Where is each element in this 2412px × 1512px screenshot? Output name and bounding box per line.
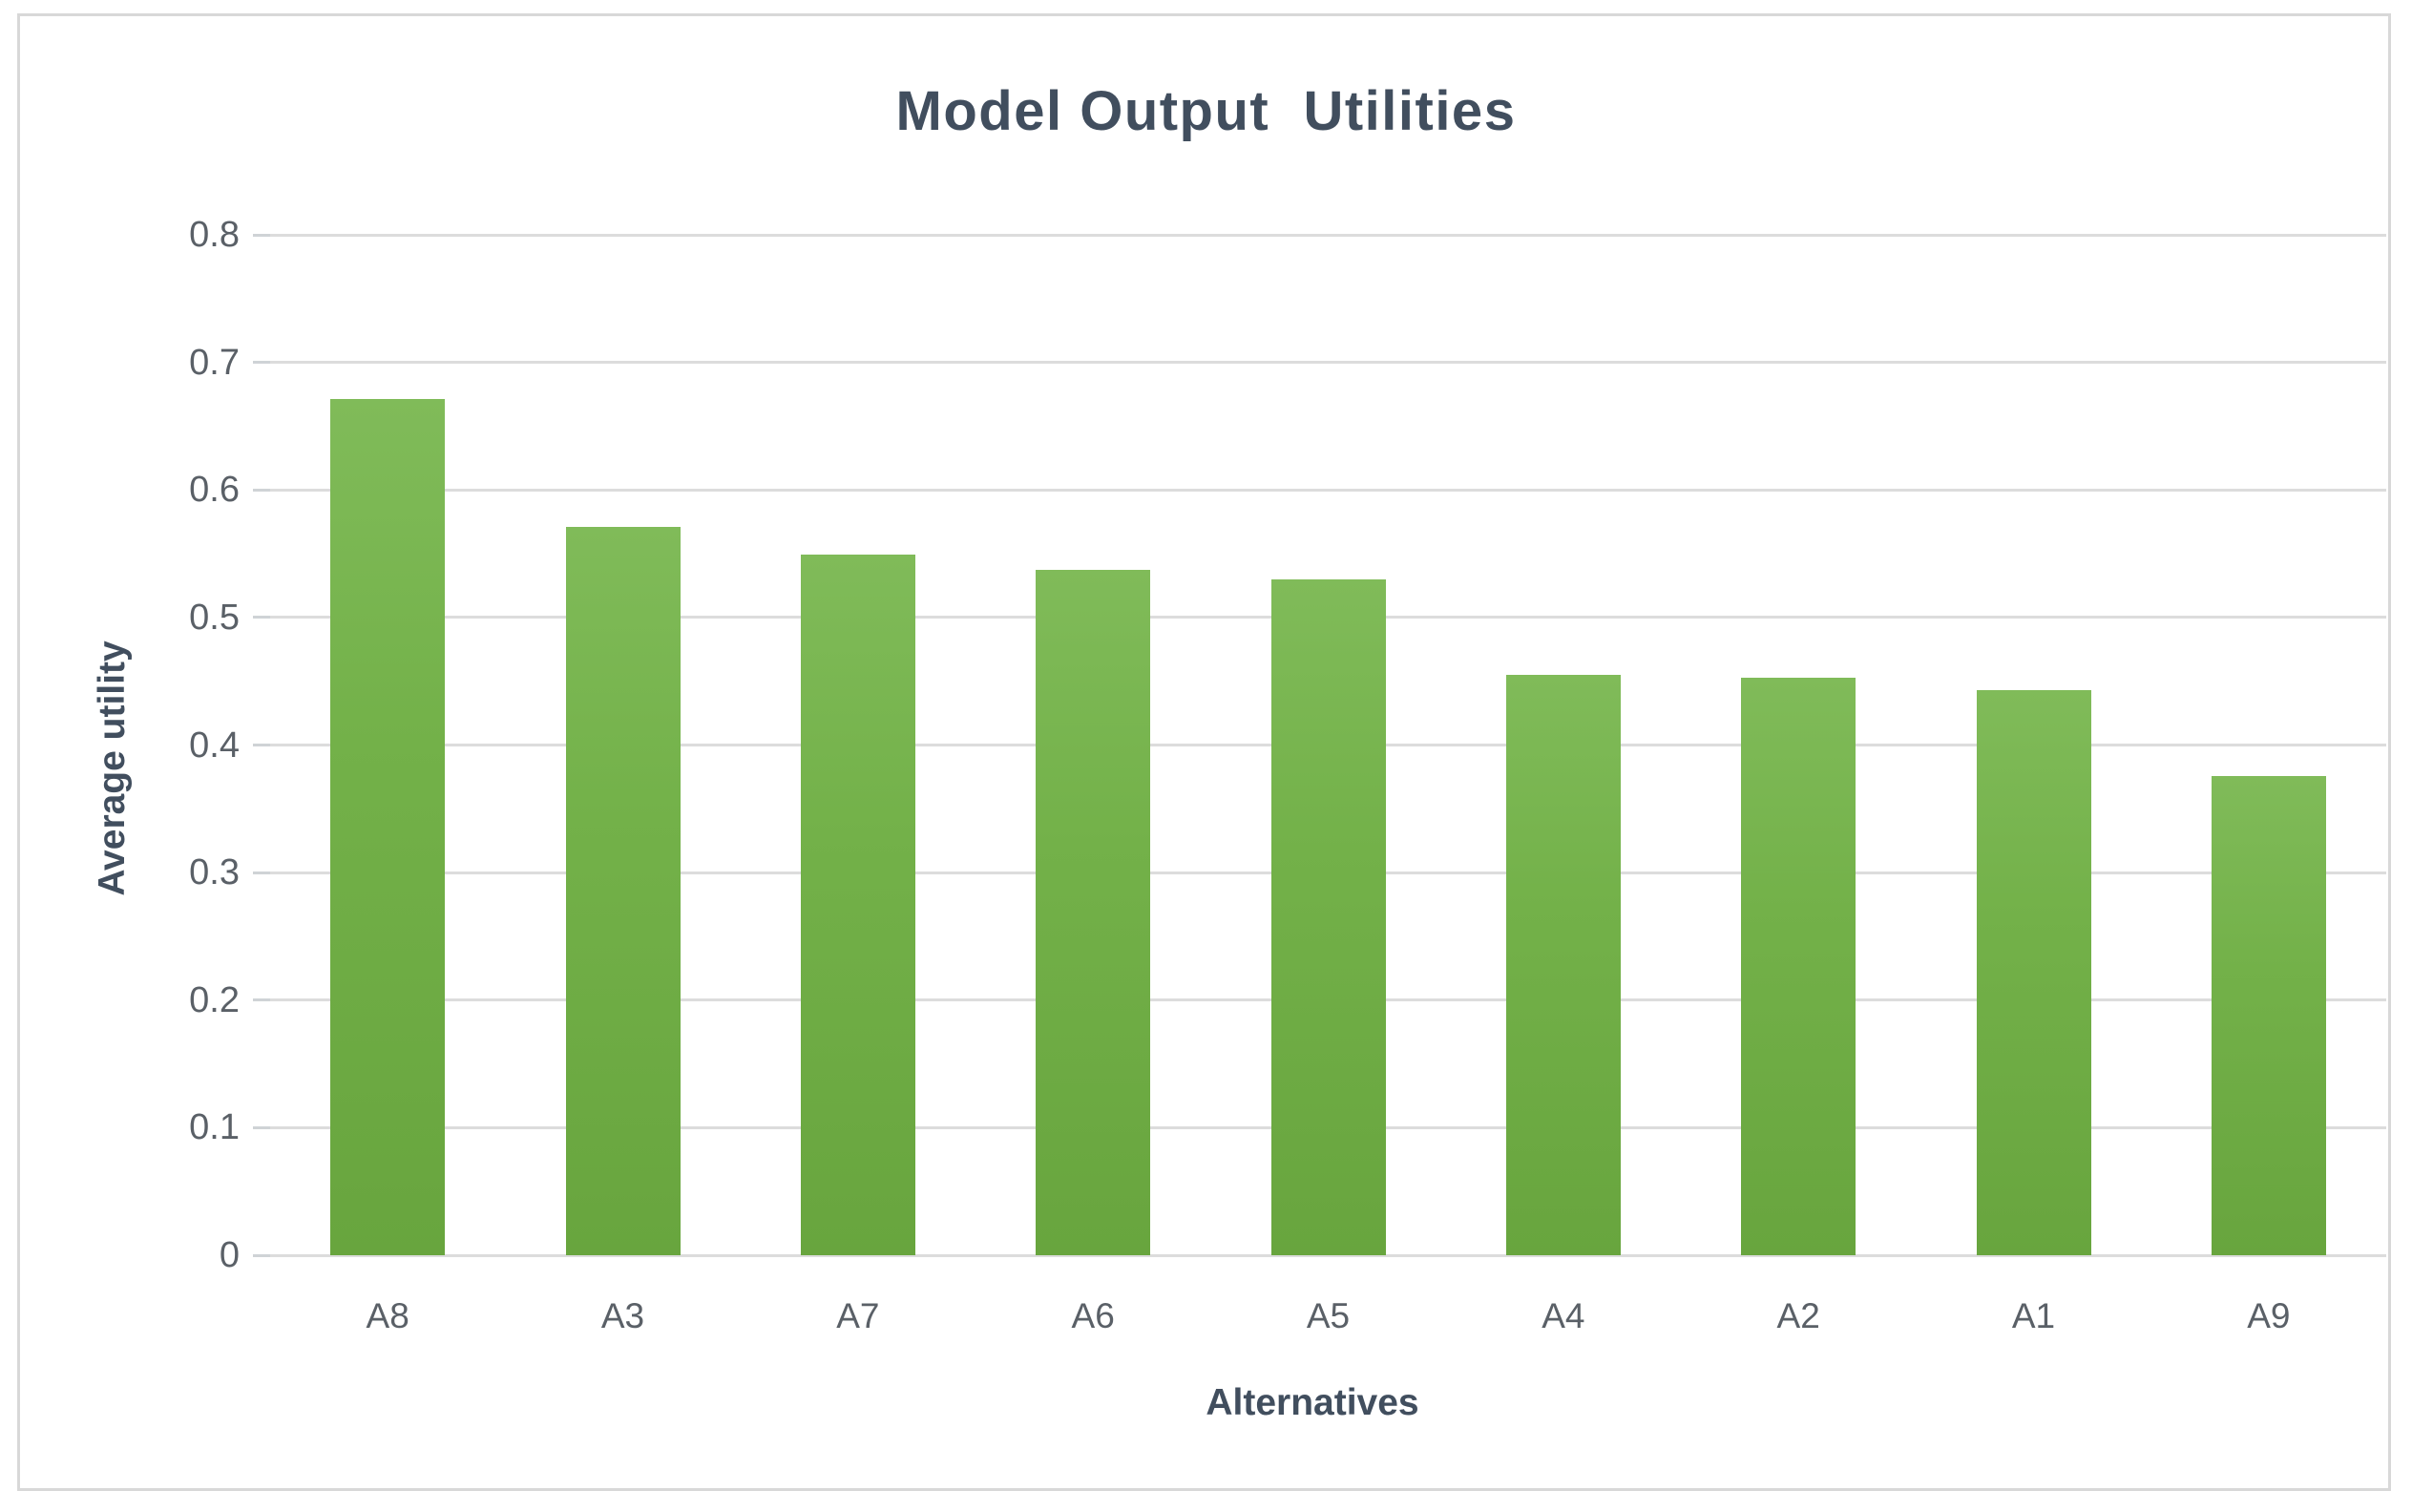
x-category-label: A4 xyxy=(1542,1296,1585,1335)
x-category-label: A3 xyxy=(600,1296,645,1335)
gridline xyxy=(270,233,2386,237)
x-category-label: A1 xyxy=(2011,1296,2056,1335)
bar xyxy=(1505,675,1621,1255)
bar xyxy=(1976,690,2091,1255)
bar xyxy=(565,527,681,1255)
plot-area: 0 0.1 0.2 0.3 0.4 0.5 0.6 0.7 0.8 A8 A3 A7 A6 A5 A4 A2 A… xyxy=(189,215,2386,1335)
y-tick-label: 0.3 xyxy=(189,852,240,893)
gridline xyxy=(270,1253,2386,1257)
y-tick-label: 0.4 xyxy=(189,724,240,766)
x-category-label: A7 xyxy=(836,1296,880,1335)
y-tick-label: 0.8 xyxy=(189,215,240,255)
y-tick-mark xyxy=(253,616,270,620)
bar xyxy=(330,399,446,1255)
x-category-label: A8 xyxy=(366,1296,409,1335)
y-axis-title: Average utility xyxy=(92,640,133,896)
y-tick-label: 0.5 xyxy=(189,597,240,638)
bar xyxy=(1741,677,1856,1255)
x-category-label: A5 xyxy=(1306,1296,1351,1335)
y-tick-mark xyxy=(253,1253,270,1257)
bar xyxy=(1270,578,1386,1255)
y-tick-mark xyxy=(253,744,270,746)
x-category-label: A6 xyxy=(1071,1296,1115,1335)
chart-title: Model Output Utilities xyxy=(895,80,1517,142)
x-category-label: A9 xyxy=(2247,1296,2291,1335)
y-tick-mark xyxy=(253,998,270,1002)
x-category-label: A2 xyxy=(1776,1296,1820,1335)
y-tick-label: 0.6 xyxy=(189,470,240,511)
y-tick-mark xyxy=(253,871,270,874)
y-tick-label: 0.1 xyxy=(189,1107,240,1148)
bar xyxy=(800,555,915,1255)
gridline xyxy=(270,488,2386,492)
y-tick-label: 0 xyxy=(219,1235,240,1275)
y-tick-label: 0.7 xyxy=(189,342,240,383)
y-tick-mark xyxy=(253,488,270,492)
y-tick-mark xyxy=(253,361,270,365)
gridline xyxy=(270,361,2386,365)
bar xyxy=(2211,775,2326,1255)
y-tick-label: 0.2 xyxy=(189,979,240,1020)
bar xyxy=(1036,570,1151,1255)
y-tick-mark xyxy=(253,1125,270,1129)
y-tick-mark xyxy=(253,233,270,237)
x-axis-title: Alternatives xyxy=(1206,1382,1419,1423)
